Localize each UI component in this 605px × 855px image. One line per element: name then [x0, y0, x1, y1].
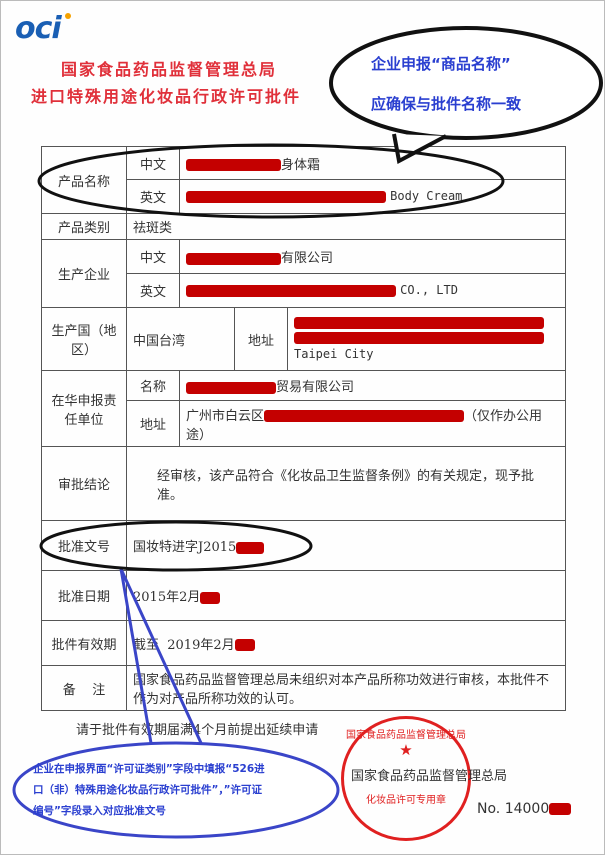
- seal-center-text: 化妆品许可专用章: [366, 795, 446, 806]
- approval-no-value: 国妆特进字J2015: [126, 520, 566, 571]
- conclusion-label: 审批结论: [41, 446, 127, 521]
- product-name-highlight: [37, 143, 505, 219]
- callout-mid-line1: 企业在申报界面“许可证类别”字段中填报“526进: [33, 763, 265, 775]
- callout-mid-tail: [119, 568, 203, 744]
- remark-value: 国家食品药品监督管理总局未组织对本产品所称功效进行审核，本批件不作为对产品所称功…: [126, 665, 566, 711]
- country-value: 中国台湾: [127, 308, 235, 370]
- callout-top-bubble: [329, 26, 603, 140]
- callout-top-line2: 应确保与批件名称一致: [371, 95, 522, 113]
- redaction: [264, 410, 465, 422]
- redaction: [234, 639, 255, 651]
- redaction: [236, 541, 265, 554]
- redaction: [186, 190, 386, 203]
- seal-ring-text: 国家食品药品监督管理总局: [346, 730, 466, 741]
- renewal-note: 请于批件有效期届满4个月前提出延续申请: [76, 723, 319, 738]
- country-label: 生产国（地区）: [41, 307, 127, 371]
- redaction: [186, 284, 396, 297]
- seal-star-icon: ★: [399, 741, 413, 759]
- name-label: 名称: [126, 370, 180, 401]
- product-name-en: Body Cream: [179, 179, 566, 214]
- callout-top-tail: [392, 133, 447, 165]
- approval-date-label: 批准日期: [41, 570, 127, 621]
- address-label: 地址: [234, 308, 288, 370]
- logo-dot: [65, 13, 71, 19]
- callout-top-line1: 企业申报“商品名称”: [371, 55, 511, 73]
- agent-address: 广州市白云区 （仅作办公用途）: [179, 400, 566, 447]
- official-seal: [341, 716, 471, 841]
- approval-no-highlight: [39, 520, 313, 572]
- redaction: [549, 803, 572, 815]
- remark-label: 备 注: [41, 665, 127, 711]
- agent-label: 在华申报责任单位: [41, 370, 127, 447]
- authority-name: 国家食品药品监督管理总局: [351, 769, 508, 784]
- approval-table: 产品名称 中文 身体霜 英文 Body Cream 产品类别 祛斑类 生产企业 …: [41, 146, 566, 711]
- approval-date-value: 2015年2月: [126, 570, 566, 621]
- conclusion-value: 经审核，该产品符合《化妆品卫生监督条例》的有关规定，现予批准。: [126, 446, 566, 521]
- header-line2: 进口特殊用途化妆品行政许可批件: [31, 87, 302, 106]
- redaction: [294, 316, 544, 329]
- callout-mid-line2: 口（非）特殊用途化妆品行政许可批件”，”许可证: [33, 784, 263, 796]
- country-address: Taipei City: [288, 308, 566, 370]
- callout-mid-line3: 编号”字段录入对应批准文号: [33, 805, 166, 817]
- cn-label: 中文: [126, 239, 180, 274]
- en-label: 英文: [126, 179, 180, 214]
- redaction: [294, 331, 544, 344]
- manufacturer-label: 生产企业: [41, 239, 127, 308]
- oci-logo: oci: [15, 11, 62, 46]
- redaction: [186, 159, 281, 171]
- valid-value: 截至 2019年2月: [126, 620, 566, 666]
- redaction: [200, 591, 221, 604]
- redaction: [186, 381, 276, 394]
- product-name-cn: 身体霜: [179, 146, 566, 180]
- redaction: [186, 252, 281, 265]
- callout-mid-bubble: [12, 741, 340, 839]
- document-number: No. 14000: [477, 801, 572, 817]
- header-line1: 国家食品药品监督管理总局: [61, 60, 278, 79]
- valid-label: 批件有效期: [41, 620, 127, 666]
- manufacturer-en: CO., LTD: [179, 273, 566, 308]
